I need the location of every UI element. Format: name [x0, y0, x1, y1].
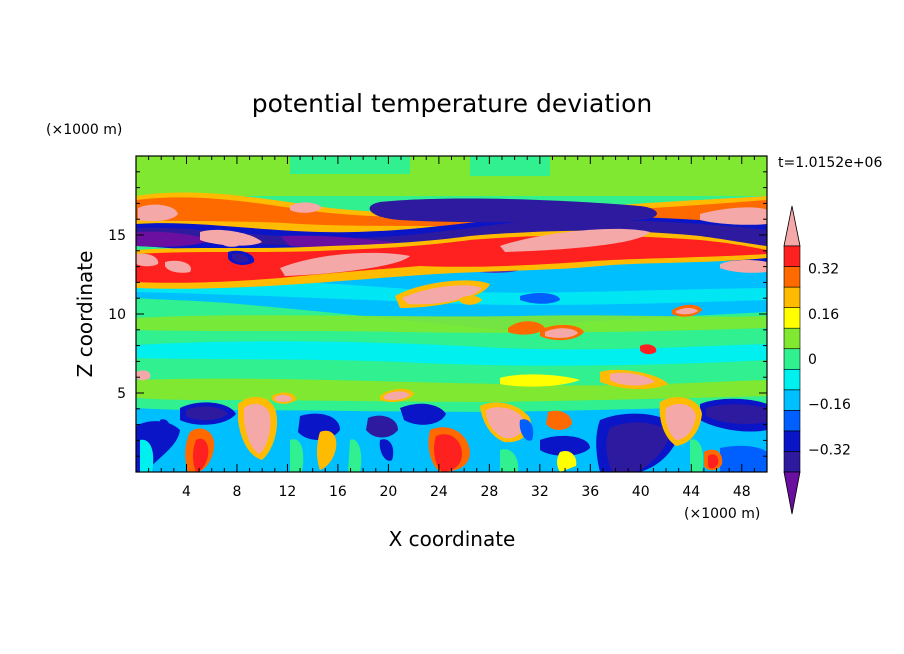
x-unit-label: (×1000 m) [684, 506, 760, 522]
colorbar-box [783, 389, 801, 411]
colorbar-label: 0 [808, 352, 817, 368]
x-tick-label: 4 [182, 484, 191, 500]
x-tick-label: 28 [480, 484, 498, 500]
colorbar-label: −0.32 [808, 442, 851, 458]
colorbar-label: 0.16 [808, 307, 839, 323]
colorbar-box [783, 368, 801, 391]
colorbar-box [783, 245, 801, 267]
y-tick-label: 15 [108, 228, 126, 244]
colorbar-label: 0.32 [808, 262, 839, 278]
x-tick-label: 16 [329, 484, 347, 500]
colorbar-box [783, 286, 801, 308]
colorbar-box [783, 327, 801, 350]
colorbar: 0.32 0.16 0 −0.16 −0.32 [783, 205, 851, 515]
x-tick-label: 48 [733, 484, 751, 500]
x-tick-label: 40 [632, 484, 650, 500]
y-tick-label: 10 [108, 307, 126, 323]
colorbar-top-arrow [783, 205, 801, 247]
chart-title: potential temperature deviation [252, 89, 652, 118]
y-tick-label: 5 [117, 386, 126, 402]
x-tick-label: 36 [581, 484, 599, 500]
x-tick-label: 24 [430, 484, 448, 500]
colorbar-box [783, 266, 801, 288]
colorbar-box [783, 410, 801, 432]
y-axis: 5 10 15 [108, 171, 767, 457]
y-axis-label: Z coordinate [73, 251, 97, 378]
colorbar-box [783, 307, 801, 329]
x-tick-label: 8 [232, 484, 241, 500]
x-axis: 4 8 12 16 20 24 28 32 36 40 44 48 [148, 156, 755, 500]
x-tick-label: 12 [279, 484, 297, 500]
x-axis-label: X coordinate [389, 527, 516, 551]
x-tick-label: 20 [379, 484, 397, 500]
x-tick-label: 32 [531, 484, 549, 500]
colorbar-label: −0.16 [808, 397, 851, 413]
contour-field [136, 156, 767, 472]
colorbar-bottom-arrow [783, 471, 801, 515]
colorbar-box [783, 430, 801, 452]
time-label: t=1.0152e+06 [778, 155, 882, 171]
y-unit-label: (×1000 m) [46, 122, 122, 138]
x-tick-label: 44 [682, 484, 700, 500]
colorbar-box [783, 348, 801, 370]
colorbar-box [783, 451, 801, 473]
